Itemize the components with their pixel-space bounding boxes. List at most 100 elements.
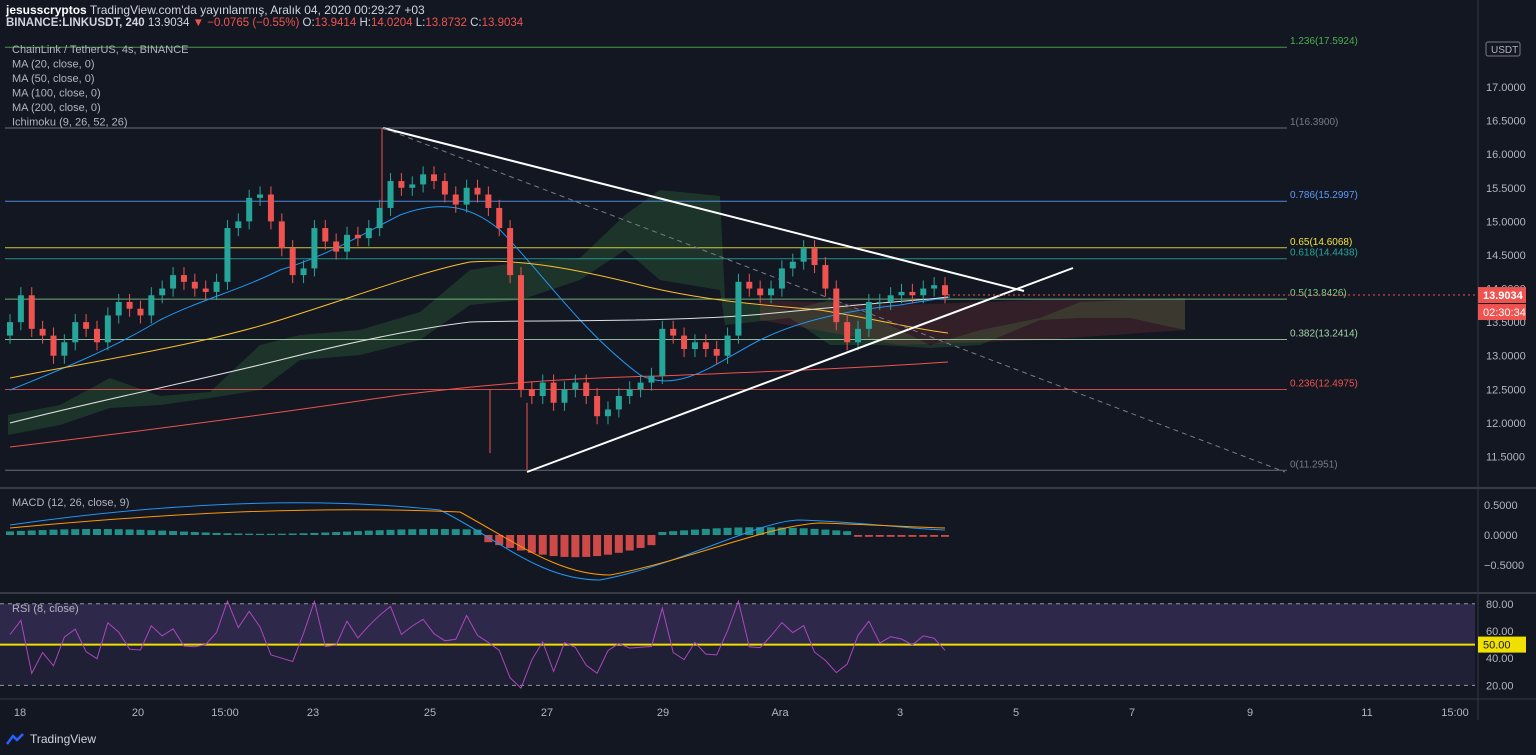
candle-body [311, 228, 318, 269]
macd-histogram-bar [397, 529, 406, 535]
macd-histogram-bar [571, 535, 580, 558]
last-price: 13.9034 [147, 17, 190, 29]
macd-histogram-bar [353, 531, 362, 535]
macd-histogram-bar [440, 529, 449, 535]
macd-histogram-bar [593, 535, 602, 557]
candle-body [344, 234, 351, 252]
macd-histogram-bar [582, 535, 591, 557]
time-tick-label: 23 [307, 707, 319, 719]
time-tick-label: 20 [132, 707, 144, 719]
candle-body [213, 281, 220, 292]
time-tick-label: 15:00 [1441, 707, 1469, 719]
macd-histogram-bar [71, 529, 80, 535]
candle-body [104, 315, 111, 343]
macd-histogram-bar [821, 529, 830, 535]
indicator-label: ChainLink / TetherUS, 4s, BINANCE [12, 44, 188, 56]
price-tick-label: 17.0000 [1486, 82, 1526, 94]
macd-histogram-bar [158, 530, 167, 535]
macd-histogram-bar [256, 533, 265, 535]
candle-body [670, 328, 677, 336]
macd-histogram-bar [201, 532, 210, 535]
rsi-tick-label: 20.00 [1486, 680, 1514, 692]
countdown-badge-label: 02:30:34 [1483, 307, 1526, 319]
time-tick-label: 7 [1129, 707, 1135, 719]
macd-histogram-bar [375, 530, 384, 535]
candle-body [583, 382, 590, 397]
candle-body [735, 281, 742, 336]
candle-body [507, 228, 514, 276]
candle-body [61, 342, 68, 356]
macd-histogram-bar [516, 535, 525, 551]
macd-histogram-bar [897, 535, 906, 537]
candle-body [93, 328, 100, 343]
indicator-label: MA (50, close, 0) [12, 73, 95, 85]
time-tick-label: 15:00 [211, 707, 239, 719]
candle-body [681, 335, 688, 350]
macd-histogram-bar [864, 535, 873, 537]
candle-body [452, 194, 459, 205]
candle-body [72, 322, 79, 343]
candle-body [235, 221, 242, 229]
macd-histogram-bar [549, 535, 558, 557]
macd-signal-line [9, 509, 946, 576]
candle-body [550, 382, 557, 403]
candle-body [441, 181, 448, 195]
candle-body [354, 234, 361, 239]
candle-body [420, 174, 427, 185]
indicator-label: MA (200, close, 0) [12, 102, 101, 114]
candle-body [289, 248, 296, 276]
candle-body [811, 248, 818, 266]
macd-histogram-bar [538, 535, 547, 555]
macd-histogram-bar [234, 533, 243, 535]
macd-histogram-bar [408, 529, 417, 535]
candle-body [746, 281, 753, 289]
macd-histogram-bar [169, 531, 178, 535]
macd-tick-label: 0.5000 [1484, 500, 1518, 512]
macd-histogram-bar [136, 529, 145, 535]
indicator-label: MA (100, close, 0) [12, 88, 101, 100]
candle-body [898, 291, 905, 296]
macd-histogram-bar [288, 533, 297, 535]
macd-histogram-bar [60, 529, 69, 535]
candle-body [17, 295, 24, 323]
price-badge-label: 13.9034 [1483, 290, 1524, 302]
macd-histogram-bar [527, 535, 536, 553]
candle-body [822, 265, 829, 289]
time-tick-label: 27 [541, 707, 553, 719]
macd-histogram-bar [321, 532, 330, 535]
currency-box [1485, 41, 1521, 57]
macd-histogram-bar [212, 532, 221, 535]
time-tick-label: 11 [1361, 707, 1372, 719]
price-tick-label: 14.5000 [1486, 250, 1526, 262]
candle-body [539, 382, 546, 397]
macd-line [9, 502, 946, 581]
time-tick-label: 9 [1247, 707, 1253, 719]
macd-histogram-bar [690, 529, 699, 535]
candle-body [713, 349, 720, 356]
macd-histogram-bar [614, 535, 623, 553]
candle-body [39, 328, 46, 336]
candle-body [855, 328, 862, 343]
candle-body [637, 382, 644, 390]
macd-histogram-bar [190, 532, 199, 535]
candle-body [833, 288, 840, 323]
macd-histogram-bar [756, 527, 765, 535]
macd-histogram-bar [625, 535, 634, 551]
macd-histogram-bar [125, 529, 134, 535]
fib-level-label: 0.618(14.4438) [1290, 248, 1358, 259]
macd-histogram-bar [658, 532, 667, 535]
macd-histogram-bar [832, 530, 841, 535]
candle-body [876, 301, 883, 303]
macd-histogram-bar [723, 527, 732, 535]
fib-level-label: 0.786(15.2997) [1290, 190, 1358, 201]
trendline-lower [526, 267, 1074, 473]
candle-body [604, 409, 611, 417]
candle-body [561, 389, 568, 403]
macd-histogram-bar [92, 529, 101, 535]
published-info: TradingView.com'da yayınlanmış, Aralık 0… [89, 3, 425, 17]
tradingview-logo[interactable]: TradingView [6, 732, 96, 746]
author-name[interactable]: jesusscryptos [6, 3, 87, 17]
candle-body [931, 285, 938, 289]
symbol-name[interactable]: BINANCE:LINKUSDT, 240 [6, 17, 145, 29]
